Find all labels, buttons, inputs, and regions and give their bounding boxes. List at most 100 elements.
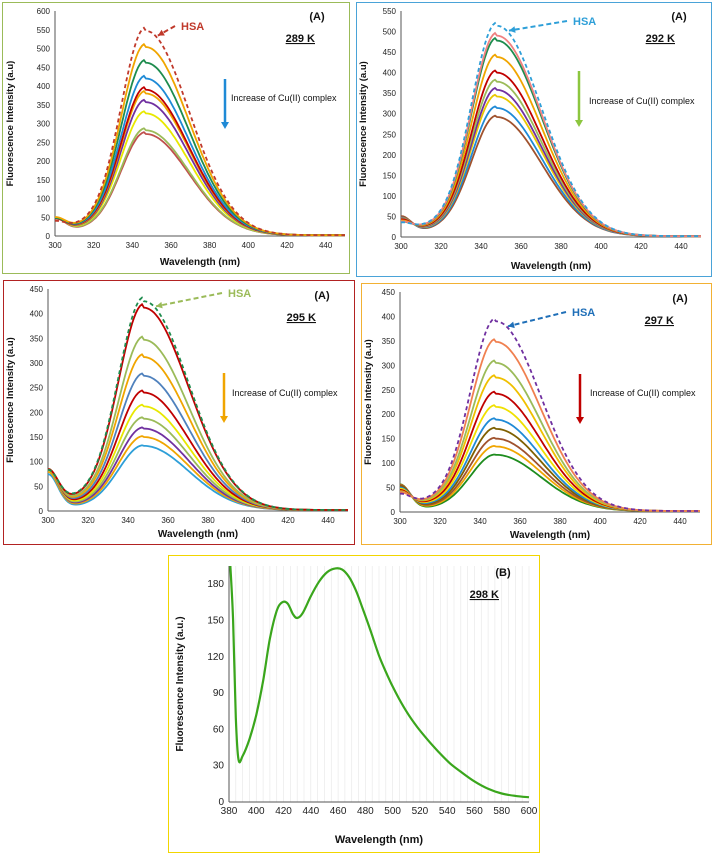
series-line-c1 — [55, 42, 345, 237]
hsa-arrow-head — [508, 321, 515, 329]
x-tick-label: 360 — [164, 241, 178, 250]
x-tick-label: 520 — [412, 806, 429, 817]
x-tick-label: 300 — [41, 516, 55, 525]
y-tick-label: 250 — [37, 138, 51, 147]
x-tick-label: 420 — [281, 516, 295, 525]
x-tick-label: 360 — [514, 242, 528, 251]
y-tick-label: 300 — [30, 359, 44, 368]
x-tick-label: 460 — [330, 806, 347, 817]
hsa-arrow — [507, 311, 567, 328]
y-tick-label: 150 — [207, 615, 224, 626]
hsa-label: HSA — [228, 288, 251, 300]
chart-295k: 300 320 340 360 380 400 420 440 0 50 100 150 200 250 3… — [5, 285, 348, 540]
x-tick-label: 340 — [121, 516, 135, 525]
x-tick-label: 320 — [434, 242, 448, 251]
x-tick-label: 440 — [302, 806, 319, 817]
decrease-arrow-head — [221, 122, 229, 129]
x-tick-label: 340 — [126, 241, 140, 250]
y-tick-label: 150 — [37, 176, 51, 185]
x-tick-label: 380 — [201, 516, 215, 525]
chart-298k: 380 400 420 440 460 480 500 520 540 560 580 600 0 30 6… — [175, 565, 538, 846]
panel-label: (A) — [314, 290, 330, 302]
y-tick-label: 0 — [46, 232, 51, 241]
y-tick-label: 100 — [30, 458, 44, 467]
x-tick-label: 380 — [203, 241, 217, 250]
y-tick-label: 50 — [386, 484, 395, 493]
x-tick-label: 440 — [673, 517, 687, 526]
increase-label: Increase of Cu(II) complex — [589, 96, 695, 106]
x-tick-label: 320 — [81, 516, 95, 525]
y-tick-label: 200 — [382, 410, 396, 419]
y-tick-label: 350 — [383, 89, 397, 98]
x-tick-label: 420 — [280, 241, 294, 250]
y-tick-label: 350 — [382, 337, 396, 346]
chart-panel-297k: 300 320 340 360 380 400 420 440 0 50 100 150 200 250 3… — [361, 283, 712, 545]
y-tick-label: 30 — [213, 761, 225, 772]
x-tick-label: 500 — [384, 806, 401, 817]
y-tick-label: 50 — [387, 212, 396, 221]
x-tick-label: 400 — [594, 242, 608, 251]
y-axis-label: Fluorescence Intensity (a.u.) — [175, 616, 186, 751]
y-tick-label: 200 — [30, 408, 44, 417]
y-tick-label: 300 — [382, 361, 396, 370]
hsa-arrow-head — [509, 26, 516, 33]
decrease-arrow-head — [575, 120, 583, 127]
hsa-label: HSA — [181, 21, 204, 33]
y-tick-label: 350 — [30, 334, 44, 343]
series-line-HSA — [47, 296, 348, 511]
y-tick-label: 250 — [382, 386, 396, 395]
x-tick-label: 400 — [593, 517, 607, 526]
series-line-HSA — [54, 26, 345, 237]
y-tick-label: 550 — [37, 26, 51, 35]
y-tick-label: 90 — [213, 688, 225, 699]
series-line-c1 — [400, 338, 700, 512]
y-tick-label: 550 — [383, 7, 397, 16]
y-tick-label: 450 — [383, 48, 397, 57]
x-tick-label: 360 — [161, 516, 175, 525]
temperature-label: 295 K — [287, 312, 316, 324]
chart-panel-292k: 300 320 340 360 380 400 420 440 0 50 100 150 200 250 3… — [356, 2, 712, 277]
x-tick-label: 420 — [634, 242, 648, 251]
y-tick-label: 150 — [383, 171, 397, 180]
hsa-label: HSA — [573, 16, 596, 28]
y-tick-label: 0 — [39, 507, 44, 516]
hsa-arrow-head — [157, 29, 165, 36]
x-tick-label: 320 — [87, 241, 101, 250]
y-tick-label: 100 — [383, 192, 397, 201]
x-tick-label: 380 — [553, 517, 567, 526]
increase-label: Increase of Cu(II) complex — [231, 93, 337, 103]
chart-292k: 300 320 340 360 380 400 420 440 0 50 100 150 200 250 3… — [358, 7, 701, 272]
decrease-arrow-head — [220, 416, 228, 423]
x-tick-label: 380 — [554, 242, 568, 251]
y-tick-label: 400 — [383, 69, 397, 78]
x-tick-label: 320 — [433, 517, 447, 526]
y-tick-label: 150 — [382, 435, 396, 444]
x-tick-label: 440 — [319, 241, 333, 250]
hsa-label: HSA — [572, 307, 595, 319]
y-tick-label: 0 — [392, 233, 397, 242]
y-tick-label: 150 — [30, 433, 44, 442]
x-tick-label: 440 — [321, 516, 335, 525]
x-tick-label: 340 — [473, 517, 487, 526]
y-tick-label: 300 — [383, 110, 397, 119]
panel-label: (A) — [672, 293, 688, 305]
y-tick-label: 200 — [37, 157, 51, 166]
y-tick-label: 50 — [34, 482, 43, 491]
chart-panel-289k: 300 320 340 360 380 400 420 440 0 50 100 150 200 250 3… — [2, 2, 350, 274]
y-axis-label: Fluorescence Intensity (a.u) — [363, 339, 374, 465]
x-tick-label: 420 — [633, 517, 647, 526]
series-line-cu-complex — [229, 565, 530, 799]
x-tick-label: 440 — [674, 242, 688, 251]
panel-label: (A) — [309, 11, 325, 23]
y-tick-label: 500 — [37, 45, 51, 54]
y-axis-label: Fluorescence Intensity (a.u) — [5, 337, 16, 463]
x-tick-label: 340 — [474, 242, 488, 251]
y-tick-label: 400 — [30, 310, 44, 319]
y-tick-label: 450 — [382, 288, 396, 297]
hsa-arrow — [155, 292, 223, 308]
x-tick-label: 400 — [241, 516, 255, 525]
y-tick-label: 450 — [30, 285, 44, 294]
x-tick-label: 600 — [521, 806, 538, 817]
decrease-arrow-head — [576, 417, 584, 424]
temperature-label: 289 K — [286, 33, 315, 45]
